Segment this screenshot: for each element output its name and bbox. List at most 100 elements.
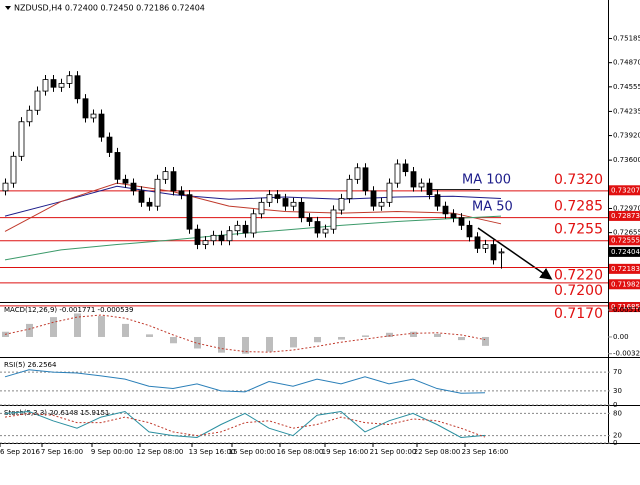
macd-bar (338, 336, 345, 340)
candle-body (394, 163, 401, 184)
macd-bar (26, 323, 33, 337)
candle-body (330, 209, 337, 230)
x-tick-label: 19 Sep 16:00 (322, 448, 369, 456)
candle-body (26, 109, 33, 123)
y-tick-label: 0 (613, 439, 617, 447)
macd-bar (386, 332, 393, 337)
candle-body (42, 79, 49, 92)
candle-body (266, 194, 273, 203)
candle-body (10, 155, 17, 184)
candle-body (498, 251, 505, 254)
candle-body (34, 90, 41, 111)
indicator-title: MACD(12,26,9) -0.001771 -0.000539 (4, 306, 133, 314)
candle-body (106, 136, 113, 153)
candle-body (386, 182, 393, 203)
candle-body (290, 201, 297, 207)
candle-body (466, 224, 473, 238)
candle-body (210, 234, 217, 242)
x-tick-label: 21 Sep 00:00 (370, 448, 417, 456)
ma-label: MA 100 (462, 173, 511, 188)
y-tick-label: 20 (613, 432, 622, 440)
candle-body (250, 213, 257, 234)
candle-body (482, 244, 489, 249)
candle-body (418, 182, 425, 188)
macd-bar (266, 336, 273, 352)
price-box (609, 302, 640, 313)
candle-body (82, 98, 89, 119)
price-box (609, 279, 640, 290)
y-tick-label: 0.73920 (613, 132, 640, 140)
candle-body (178, 190, 185, 196)
candle-body (194, 228, 201, 245)
macd-bar (314, 336, 321, 343)
candle-body (74, 75, 81, 100)
y-tick-label: 80 (613, 409, 622, 417)
candle-body (314, 221, 321, 234)
macd-bar (146, 334, 153, 337)
candle-body (338, 198, 345, 211)
x-tick-label: 16 Sep 08:00 (277, 448, 324, 456)
price-box-label: 0.72183 (611, 265, 640, 273)
price-box (609, 185, 640, 196)
macd-bar (74, 313, 81, 337)
candle-body (98, 113, 105, 138)
macd-bar (410, 331, 417, 337)
y-tick-label: 0.74555 (613, 83, 640, 91)
moving-average (4, 182, 502, 232)
candle-body (146, 201, 153, 207)
macd-bar (242, 336, 249, 354)
candle-body (378, 201, 385, 207)
candle-body (66, 75, 73, 84)
candle-body (402, 163, 409, 173)
level-label: 0.7255 (554, 222, 603, 238)
level-label: 0.7170 (554, 306, 603, 322)
macd-bar (482, 336, 489, 346)
stoch-main (4, 411, 486, 438)
price-box-label: 0.72555 (611, 236, 640, 244)
candle-body (138, 190, 145, 203)
macd-signal (4, 314, 486, 353)
candle-body (362, 167, 369, 192)
candle-body (274, 194, 281, 199)
candle-body (170, 171, 177, 192)
x-tick-label: 9 Sep 00:00 (91, 448, 133, 456)
y-tick-label: -0.003202 (613, 350, 640, 358)
x-tick-label: 13 Sep 16:00 (189, 448, 236, 456)
stoch-signal (4, 412, 486, 438)
price-box (609, 246, 640, 257)
candle-body (450, 213, 457, 219)
candle-body (306, 217, 313, 222)
level-label: 0.7320 (554, 172, 603, 188)
price-box-label: 0.72404 (611, 248, 640, 256)
price-box-label: 0.72873 (611, 212, 640, 220)
y-tick-label: 0 (613, 401, 617, 409)
macd-bar (50, 317, 57, 337)
ma-label: MA 50 (472, 200, 513, 215)
price-box (609, 210, 640, 221)
candle-body (346, 178, 353, 199)
candle-body (354, 167, 361, 180)
candle-body (130, 182, 137, 192)
x-tick-label: 15 Sep 00:00 (229, 448, 276, 456)
y-tick-label: 0.72970 (613, 204, 640, 212)
candle-body (122, 178, 129, 184)
price-box-label: 0.71982 (611, 280, 640, 288)
macd-bar (194, 336, 201, 349)
x-tick-label: 12 Sep 08:00 (137, 448, 184, 456)
candle-body (490, 244, 497, 261)
candle-body (226, 230, 233, 242)
price-box-label: 0.71685 (611, 303, 640, 311)
x-tick-label: 22 Sep 08:00 (414, 448, 461, 456)
candle-body (434, 194, 441, 207)
rsi-values (4, 369, 486, 394)
candle-body (242, 224, 249, 234)
y-tick-label: 0.75185 (613, 35, 640, 43)
y-tick-label: 30 (613, 387, 622, 395)
level-label: 0.7285 (554, 199, 603, 215)
chart-title: NZDUSD,H4 0.72400 0.72450 0.72186 0.7240… (14, 4, 205, 13)
candle-body (18, 121, 25, 157)
candle-body (474, 236, 481, 249)
y-tick-label: 70 (613, 368, 622, 376)
